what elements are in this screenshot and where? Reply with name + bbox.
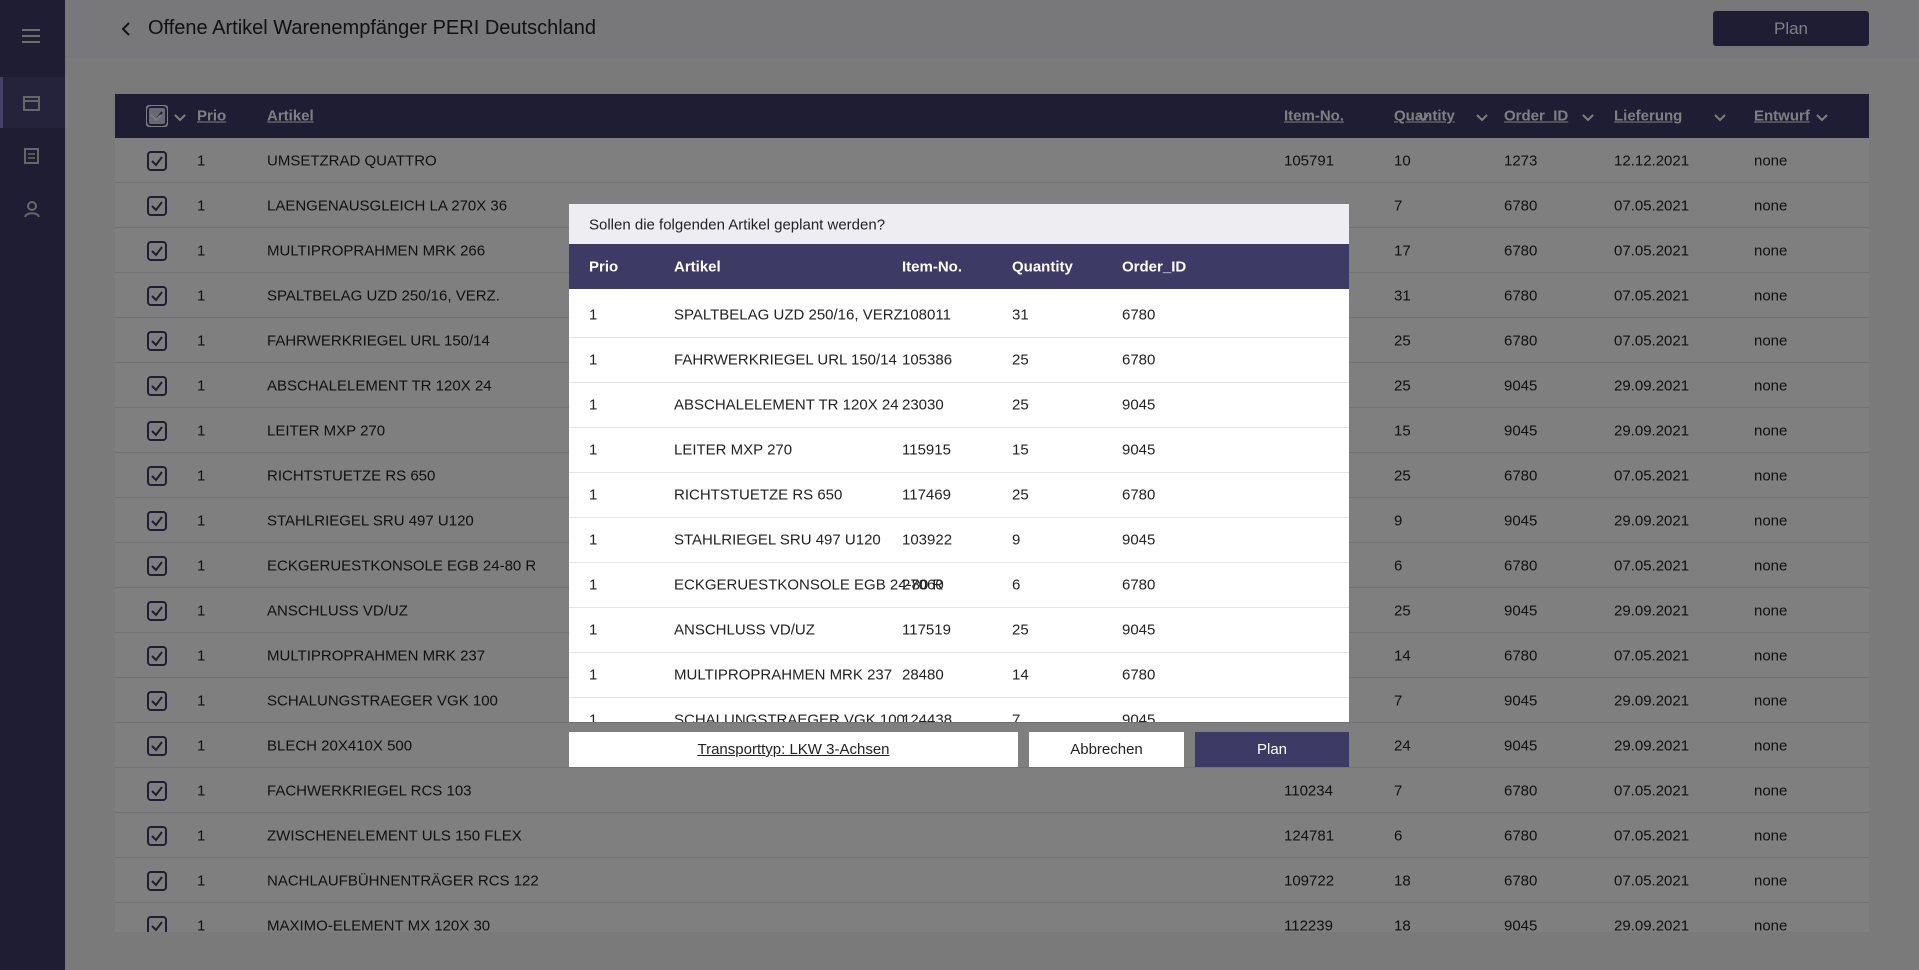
dialog-cell: 9045 — [1122, 441, 1156, 459]
column-header: Order_ID — [1122, 258, 1187, 276]
dialog-cell: 6780 — [1122, 576, 1156, 594]
dialog-cell: 6780 — [1122, 486, 1156, 504]
dialog-cell: 25 — [1012, 486, 1029, 504]
dialog-cell: 9045 — [1122, 531, 1156, 549]
dialog-cell: 1 — [589, 441, 598, 459]
dialog-cell: SPALTBELAG UZD 250/16, VERZ. — [674, 306, 907, 324]
dialog-cell: RICHTSTUETZE RS 650 — [674, 486, 843, 504]
column-header: Artikel — [674, 258, 721, 276]
dialog-cell: 31 — [1012, 306, 1029, 324]
dialog-cell: 25 — [1012, 621, 1029, 639]
dialog-cell: LEITER MXP 270 — [674, 441, 793, 459]
dialog-row — [569, 383, 1349, 428]
dialog-cell: SCHALUNGSTRAEGER VGK 100 — [674, 711, 905, 723]
dialog-cell: 9045 — [1122, 711, 1156, 723]
dialog-cell: MULTIPROPRAHMEN MRK 237 — [674, 666, 893, 684]
dialog-table: Prio Artikel Item-No. Quantity Order_ID 1 SPAL… — [569, 244, 1349, 722]
dialog-cell: 28480 — [902, 666, 944, 684]
cancel-button[interactable]: Abbrechen — [1029, 732, 1184, 767]
transport-button[interactable]: Transporttyp: LKW 3-Achsen — [569, 732, 1018, 767]
column-header: Item-No. — [902, 258, 962, 276]
dialog-cell: 117469 — [902, 486, 951, 504]
dialog-cell: 6780 — [1122, 666, 1156, 684]
dialog: Sollen die folgenden Artikel geplant wer… — [569, 204, 1349, 767]
dialog-title: Sollen die folgenden Artikel geplant wer… — [589, 216, 886, 234]
dialog-cell: 23030 — [902, 396, 944, 414]
dialog-cell: 108011 — [902, 306, 951, 324]
dialog-row — [569, 653, 1349, 698]
dialog-cell: 1 — [589, 351, 598, 369]
dialog-cell: 1 — [589, 531, 598, 549]
dialog-row — [569, 473, 1349, 518]
dialog-row — [569, 428, 1349, 473]
dialog-row — [569, 608, 1349, 653]
dialog-cell: 9 — [1012, 531, 1021, 549]
dialog-cell: 105386 — [902, 351, 953, 369]
dialog-cell: 25 — [1012, 351, 1029, 369]
dialog-cell: 15 — [1012, 441, 1029, 459]
dialog-cell: ABSCHALELEMENT TR 120X 24 — [674, 396, 899, 414]
dialog-row — [569, 563, 1349, 608]
dialog-cell: 1 — [589, 666, 598, 684]
dialog-cell: 7 — [1012, 711, 1021, 723]
dialog-cell: 9045 — [1122, 396, 1156, 414]
dialog-cell: 124438 — [902, 711, 953, 723]
dialog-cell: STAHLRIEGEL SRU 497 U120 — [674, 531, 881, 549]
dialog-cell: 1 — [589, 621, 598, 639]
dialog-row — [569, 338, 1349, 383]
column-header: Prio — [589, 258, 619, 276]
dialog-header — [569, 244, 1349, 289]
dialog-plan-button[interactable]: Plan — [1195, 732, 1349, 767]
dialog-cell: 9045 — [1122, 621, 1156, 639]
dialog-cell: FAHRWERKRIEGEL URL 150/14 — [674, 351, 897, 369]
dialog-cell: 1 — [589, 486, 598, 504]
dialog-cell: ECKGERUESTKONSOLE EGB 24-80 R — [674, 576, 944, 594]
dialog-cell: 115915 — [902, 441, 951, 459]
dialog-cell: 6 — [1012, 576, 1021, 594]
dialog-cell: 1 — [589, 396, 598, 414]
dialog-row — [569, 293, 1349, 338]
dialog-cell: 14 — [1012, 666, 1029, 684]
dialog-title-bar — [569, 204, 1349, 244]
dialog-cell: ANSCHLUSS VD/UZ — [674, 621, 815, 639]
column-header: Quantity — [1012, 258, 1073, 276]
dialog-cell: 117519 — [902, 621, 951, 639]
dialog-cell: 1 — [589, 576, 598, 594]
dialog-cell: 6780 — [1122, 351, 1156, 369]
dialog-cell: 1 — [589, 306, 598, 324]
dialog-row — [569, 698, 1349, 722]
dialog-cell: 25 — [1012, 396, 1029, 414]
dialog-cell: 6780 — [1122, 306, 1156, 324]
dialog-cell: 1 — [589, 711, 598, 723]
dialog-row — [569, 518, 1349, 563]
dialog-cell: 27060 — [902, 576, 944, 594]
dialog-cell: 103922 — [902, 531, 953, 549]
